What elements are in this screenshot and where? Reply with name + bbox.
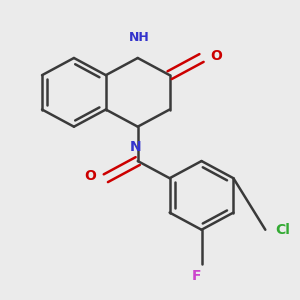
Text: F: F	[192, 269, 201, 283]
Text: NH: NH	[129, 32, 149, 44]
Text: O: O	[84, 169, 96, 183]
Text: O: O	[210, 49, 222, 62]
Text: N: N	[130, 140, 141, 154]
Text: Cl: Cl	[275, 223, 290, 237]
